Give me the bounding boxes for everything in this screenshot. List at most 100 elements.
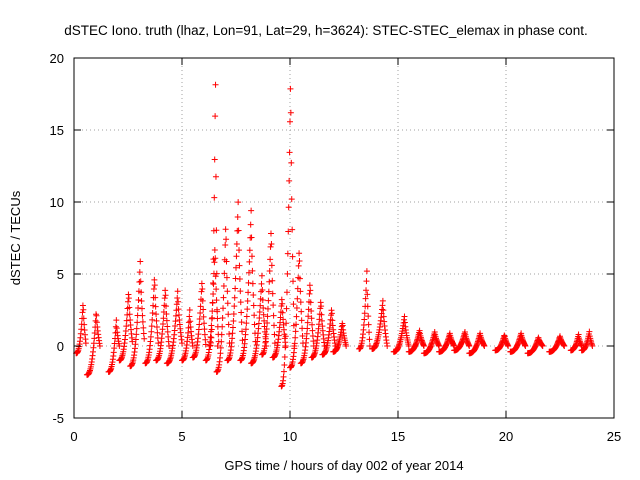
data-point bbox=[280, 373, 287, 380]
data-point bbox=[283, 305, 290, 312]
data-point bbox=[220, 305, 227, 312]
data-point bbox=[163, 311, 170, 318]
data-point bbox=[259, 287, 266, 294]
data-point bbox=[243, 313, 250, 320]
data-point bbox=[290, 301, 297, 308]
data-point bbox=[561, 343, 568, 349]
data-point bbox=[364, 303, 371, 310]
data-point bbox=[136, 279, 143, 286]
data-point bbox=[238, 309, 245, 316]
data-point bbox=[154, 329, 161, 336]
y-tick-label: 10 bbox=[50, 195, 64, 210]
data-point bbox=[284, 270, 291, 277]
data-point bbox=[261, 317, 268, 324]
data-point bbox=[294, 295, 301, 302]
data-point bbox=[266, 278, 273, 285]
data-point bbox=[93, 312, 100, 319]
data-point bbox=[219, 323, 226, 330]
data-point bbox=[152, 303, 159, 310]
x-tick-label: 10 bbox=[283, 429, 297, 444]
data-point bbox=[364, 291, 371, 298]
data-point bbox=[201, 331, 208, 338]
data-point bbox=[244, 298, 251, 305]
data-point bbox=[362, 295, 369, 302]
data-point bbox=[213, 270, 220, 277]
data-point bbox=[126, 304, 133, 311]
data-point bbox=[308, 307, 315, 314]
data-point bbox=[589, 343, 596, 349]
data-point bbox=[150, 286, 157, 293]
data-point bbox=[96, 343, 103, 349]
data-point bbox=[279, 300, 286, 307]
data-point bbox=[212, 113, 219, 120]
data-point bbox=[243, 320, 250, 327]
data-point bbox=[318, 317, 325, 324]
data-point bbox=[265, 297, 272, 304]
data-point bbox=[136, 269, 143, 276]
data-point bbox=[250, 302, 257, 309]
data-point bbox=[539, 343, 546, 349]
data-point bbox=[245, 289, 252, 296]
data-point bbox=[292, 328, 299, 335]
data-point bbox=[304, 325, 311, 332]
data-point bbox=[221, 270, 228, 277]
data-point bbox=[187, 318, 194, 325]
data-point bbox=[289, 253, 296, 260]
data-point bbox=[135, 305, 142, 312]
data-point bbox=[283, 320, 290, 327]
data-point bbox=[420, 343, 427, 349]
data-point bbox=[247, 221, 254, 228]
data-point bbox=[292, 334, 299, 341]
data-point bbox=[207, 339, 214, 346]
data-point bbox=[249, 267, 256, 274]
data-point bbox=[304, 319, 311, 326]
data-point bbox=[225, 321, 232, 328]
data-point bbox=[207, 334, 214, 341]
data-point bbox=[260, 311, 267, 318]
data-point bbox=[251, 312, 258, 319]
axis-ticks: 0 5 10 15 20 25 -5 0 5 10 15 20 bbox=[50, 51, 622, 444]
data-point bbox=[237, 299, 244, 306]
data-point bbox=[296, 250, 303, 257]
data-point bbox=[199, 297, 206, 304]
data-point bbox=[210, 279, 217, 286]
x-tick-label: 5 bbox=[178, 429, 185, 444]
data-point bbox=[293, 321, 300, 328]
data-point bbox=[287, 109, 294, 116]
data-point bbox=[271, 331, 278, 338]
data-point bbox=[481, 343, 488, 349]
data-point bbox=[244, 306, 251, 313]
data-point bbox=[309, 321, 316, 328]
data-point bbox=[237, 288, 244, 295]
data-point bbox=[223, 236, 230, 243]
data-point bbox=[92, 317, 99, 324]
data-point bbox=[258, 280, 265, 287]
data-point bbox=[195, 326, 202, 333]
data-point bbox=[268, 241, 275, 248]
data-point bbox=[245, 279, 252, 286]
data-point bbox=[81, 321, 88, 328]
data-point bbox=[201, 326, 208, 333]
data-point bbox=[365, 321, 372, 328]
data-point bbox=[318, 303, 325, 310]
data-point bbox=[289, 226, 296, 233]
data-point bbox=[160, 315, 167, 322]
data-point bbox=[125, 298, 131, 305]
data-point bbox=[231, 294, 238, 301]
data-point bbox=[174, 294, 181, 301]
data-point bbox=[185, 319, 192, 326]
data-point bbox=[153, 324, 160, 331]
data-point bbox=[208, 326, 215, 333]
data-point bbox=[174, 288, 181, 295]
data-point bbox=[285, 204, 292, 211]
data-point bbox=[384, 343, 391, 349]
data-point bbox=[318, 311, 325, 318]
data-point bbox=[163, 303, 170, 310]
data-point bbox=[248, 253, 255, 260]
data-point bbox=[113, 317, 120, 324]
data-point bbox=[282, 344, 289, 351]
data-point bbox=[225, 311, 232, 318]
data-point bbox=[223, 258, 230, 265]
data-point bbox=[197, 303, 204, 310]
data-point bbox=[133, 325, 140, 332]
